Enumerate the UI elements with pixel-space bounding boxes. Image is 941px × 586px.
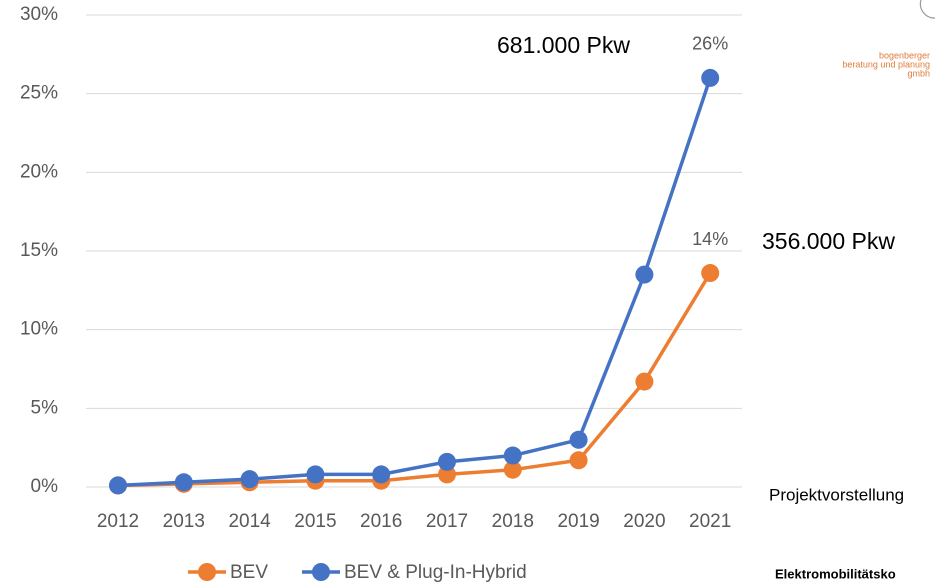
y-tick-label: 5%	[31, 397, 59, 418]
legend-marker	[198, 563, 216, 581]
x-tick-label: 2019	[557, 511, 599, 532]
annotation: Elektromobilitätsko	[775, 566, 896, 581]
data-label: 26%	[692, 34, 728, 54]
series-line	[117, 77, 712, 488]
data-point	[503, 460, 522, 479]
data-point	[174, 473, 193, 492]
annotation: gmbh	[907, 68, 930, 78]
x-tick-label: 2018	[492, 511, 534, 532]
data-label: 14%	[692, 229, 728, 249]
x-tick-label: 2015	[294, 511, 336, 532]
x-tick-label: 2012	[97, 511, 139, 532]
x-tick-label: 2014	[228, 511, 271, 532]
legend-label: BEV	[230, 562, 268, 583]
annotation: bogenberger	[879, 50, 930, 60]
annotation: Projektvorstellung	[769, 485, 904, 504]
data-point	[635, 265, 654, 284]
data-point	[503, 446, 522, 465]
y-tick-label: 30%	[20, 4, 58, 25]
data-point	[438, 465, 456, 484]
x-tick-label: 2013	[163, 511, 205, 532]
x-tick-label: 2020	[623, 511, 665, 532]
y-tick-label: 0%	[31, 476, 59, 497]
data-point	[306, 465, 325, 484]
annotation: beratung und planung	[842, 59, 930, 69]
data-point	[372, 465, 391, 484]
logo-arc	[919, 0, 936, 19]
annotation: 681.000 Pkw	[497, 32, 630, 58]
x-tick-label: 2021	[689, 511, 731, 532]
y-tick-label: 20%	[20, 161, 58, 182]
data-point	[701, 264, 720, 283]
data-point	[569, 451, 588, 470]
data-point	[240, 470, 259, 489]
legend-label: BEV & Plug-In-Hybrid	[344, 562, 527, 583]
x-tick-label: 2016	[360, 511, 402, 532]
y-tick-label: 10%	[20, 319, 58, 340]
annotation: 356.000 Pkw	[762, 228, 895, 254]
legend-marker	[312, 563, 330, 581]
y-tick-label: 15%	[20, 240, 58, 261]
series-line	[117, 272, 712, 488]
data-point	[438, 452, 456, 471]
data-point	[701, 68, 720, 87]
x-tick-label: 2017	[426, 511, 468, 532]
data-point	[635, 372, 654, 391]
data-point	[109, 476, 127, 495]
data-point	[569, 430, 588, 449]
y-tick-label: 25%	[20, 83, 58, 104]
